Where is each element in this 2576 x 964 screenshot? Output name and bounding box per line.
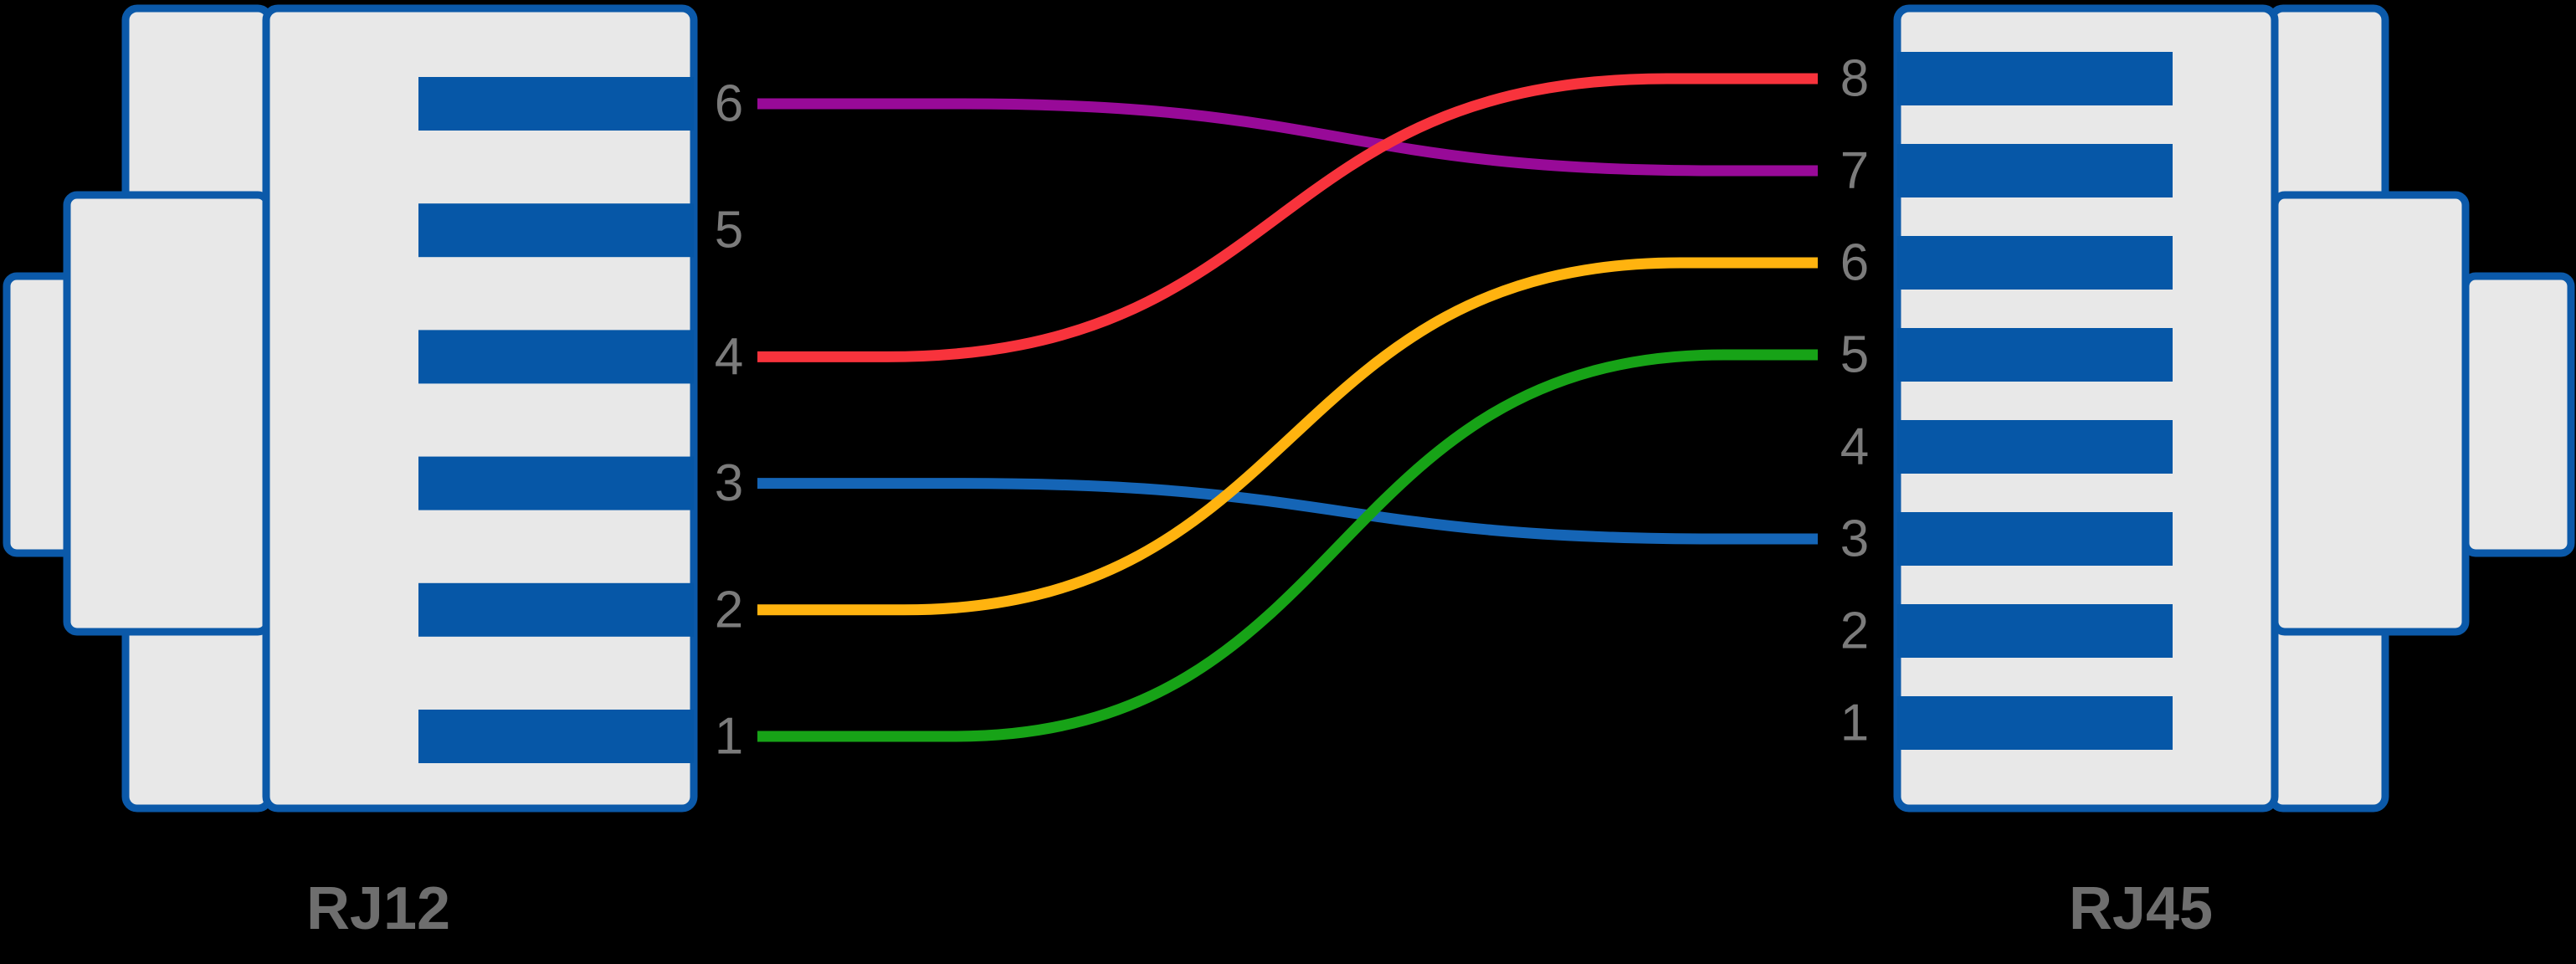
wire-yellow-rj12-2-to-rj45-6: [757, 257, 1818, 616]
rj45-pin-label-6: 6: [1840, 234, 1869, 292]
rj12-pin-label-4: 4: [715, 328, 743, 386]
rj12-pin-bar-5: [418, 203, 694, 258]
rj45-pin-label-4: 4: [1840, 418, 1869, 476]
rj12-pin-bar-3: [418, 456, 694, 510]
wire-green-rj12-1-to-rj45-5: [757, 349, 1818, 742]
rj45-body: [1893, 4, 2279, 813]
rj45-pin-label-5: 5: [1840, 326, 1869, 384]
rj45-small-step: [2461, 272, 2575, 557]
rj45-pin-bar-1: [1897, 696, 2173, 750]
rj12-pin-label-5: 5: [715, 202, 743, 259]
rj45-pin-label-8: 8: [1840, 50, 1869, 108]
rj45-pin-label-2: 2: [1840, 602, 1869, 660]
rj45-pin-bar-5: [1897, 328, 2173, 382]
rj45-pin-bar-3: [1897, 512, 2173, 566]
rj45-pin-bar-6: [1897, 236, 2173, 290]
rj45-pin-label-7: 7: [1840, 142, 1869, 200]
rj12-pin-bar-6: [418, 77, 694, 131]
rj45-pin-bar-7: [1897, 144, 2173, 197]
rj45-pin-bar-8: [1897, 52, 2173, 105]
rj12-pin-bar-4: [418, 330, 694, 384]
rj45-pin-label-3: 3: [1840, 510, 1869, 568]
rj12-middle-step: [63, 191, 272, 636]
rj12-pin-label-1: 1: [715, 708, 743, 766]
rj45-pin-label-1: 1: [1840, 695, 1869, 752]
rj12-pin-bar-1: [418, 710, 694, 763]
connector-rj45: 8 7 6 5 4 3 2 1: [1840, 4, 2575, 813]
wires-group: [757, 73, 1818, 742]
rj12-pin-label-2: 2: [715, 581, 743, 638]
rj45-pin-bar-4: [1897, 420, 2173, 474]
wire-red-rj12-4-to-rj45-8: [757, 73, 1818, 362]
rj12-pin-label-6: 6: [715, 75, 743, 133]
rj12-title: RJ12: [306, 875, 450, 942]
wire-blue-rj12-3-to-rj45-3: [757, 478, 1818, 545]
rj45-title: RJ45: [2069, 875, 2213, 942]
rj45-pin-bar-2: [1897, 604, 2173, 658]
rj12-pin-bar-2: [418, 582, 694, 637]
rj45-middle-step: [2271, 191, 2470, 636]
wire-purple-rj12-6-to-rj45-7: [757, 98, 1818, 177]
connector-rj12: 6 5 4 3 2 1: [3, 4, 743, 813]
rj12-pin-label-3: 3: [715, 454, 743, 512]
